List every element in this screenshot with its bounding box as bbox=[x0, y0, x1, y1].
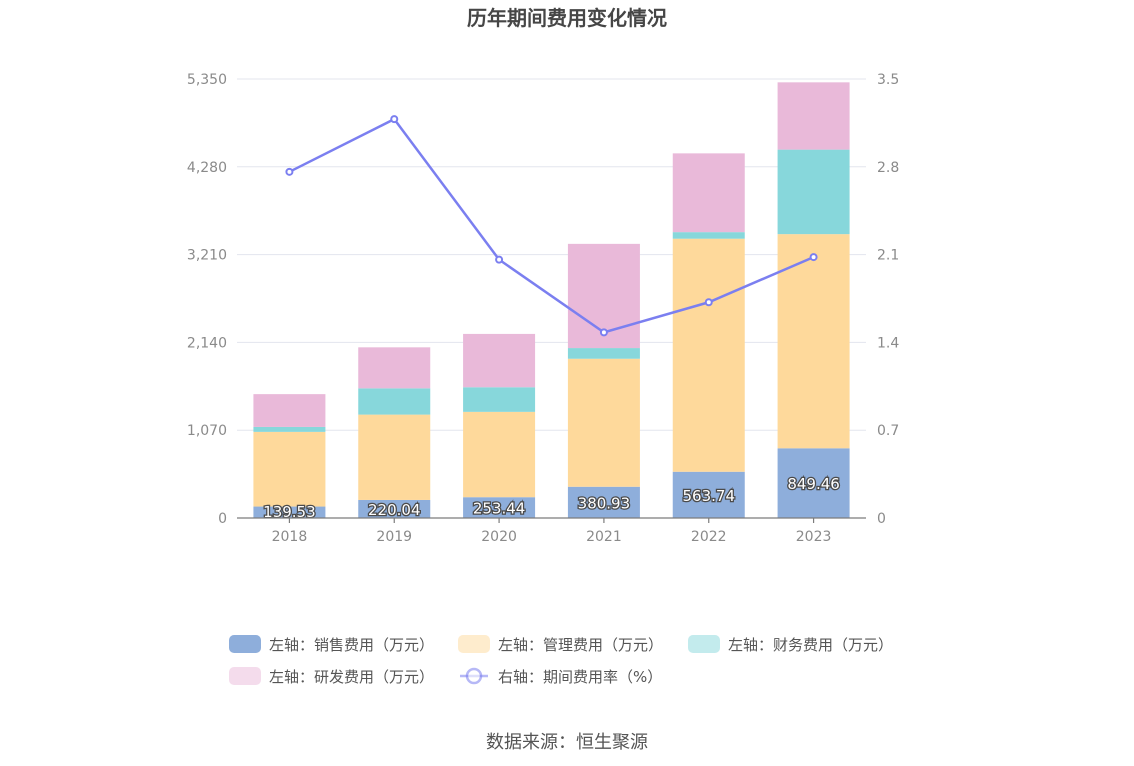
x-axis-tick-label: 2019 bbox=[376, 529, 412, 545]
bar bbox=[567, 486, 640, 518]
legend-swatch bbox=[229, 667, 261, 685]
data-label: 849.46 bbox=[787, 475, 840, 493]
left-axis-tick-label: 3,210 bbox=[187, 248, 227, 264]
rate-point bbox=[285, 167, 294, 176]
bar bbox=[777, 149, 850, 235]
bar bbox=[463, 497, 536, 518]
bar-series bbox=[253, 82, 850, 518]
legend: 左轴：销售费用（万元） 左轴：管理费用（万元） 左轴：财务费用（万元） 左轴：研发费用… bbox=[229, 635, 893, 686]
left-axis-tick-label: 0 bbox=[218, 511, 227, 527]
line-series bbox=[285, 115, 818, 337]
right-axis-tick-label: 1.4 bbox=[877, 335, 899, 351]
right-axis-tick-label: 2.8 bbox=[877, 160, 899, 176]
bar bbox=[463, 333, 536, 388]
bar bbox=[253, 506, 326, 518]
bar bbox=[358, 499, 431, 518]
legend-label: 左轴：研发费用（万元） bbox=[269, 668, 434, 686]
rate-line bbox=[288, 117, 815, 334]
bar bbox=[253, 394, 326, 427]
bar bbox=[358, 347, 431, 389]
legend-circle-icon bbox=[465, 667, 483, 685]
legend-label: 左轴：管理费用（万元） bbox=[498, 636, 663, 654]
legend-label: 左轴：销售费用（万元） bbox=[269, 636, 434, 654]
legend-swatch bbox=[458, 635, 490, 653]
legend-swatch bbox=[688, 635, 720, 653]
source-note: 数据来源：恒生聚源 bbox=[486, 732, 648, 753]
x-axis-tick-label: 2021 bbox=[586, 529, 622, 545]
right-axis-tick-label: 0.7 bbox=[877, 423, 899, 439]
left-axis-tick-label: 4,280 bbox=[187, 160, 227, 176]
data-label: 139.53 bbox=[263, 503, 316, 521]
bar bbox=[777, 234, 850, 449]
legend-label: 左轴：财务费用（万元） bbox=[728, 636, 893, 654]
rate-point bbox=[704, 298, 713, 307]
bar bbox=[253, 431, 326, 507]
bar bbox=[463, 387, 536, 412]
bar bbox=[253, 426, 326, 432]
bar bbox=[358, 414, 431, 500]
left-axis-tick-label: 1,070 bbox=[187, 423, 227, 439]
grid-lines bbox=[237, 78, 866, 431]
chart-title: 历年期间费用变化情况 bbox=[467, 6, 667, 30]
rate-point bbox=[390, 115, 399, 124]
legend-swatch bbox=[229, 635, 261, 653]
axes: 0 0 1,070 0.7 2,140 1.4 3,210 2.1 4,280 2.8 5,350 3… bbox=[187, 72, 899, 545]
bar bbox=[777, 448, 850, 518]
bar bbox=[567, 348, 640, 359]
data-label: 220.04 bbox=[368, 501, 421, 519]
right-axis-tick-label: 2.1 bbox=[877, 248, 899, 264]
bar bbox=[672, 238, 745, 472]
x-axis-tick-label: 2018 bbox=[272, 529, 308, 545]
left-axis-tick-label: 2,140 bbox=[187, 335, 227, 351]
bar bbox=[358, 388, 431, 415]
right-axis-tick-label: 3.5 bbox=[877, 72, 899, 88]
bar bbox=[672, 153, 745, 233]
data-label: 563.74 bbox=[683, 487, 736, 505]
data-label: 253.44 bbox=[473, 500, 526, 518]
rate-point bbox=[495, 255, 504, 264]
bar bbox=[567, 358, 640, 487]
left-axis-tick-label: 5,350 bbox=[187, 72, 227, 88]
rate-point bbox=[809, 253, 818, 262]
bar bbox=[463, 411, 536, 498]
data-label: 380.93 bbox=[578, 494, 631, 512]
data-labels: 139.53 220.04 253.44 380.93 563.74 849.46 bbox=[262, 474, 841, 522]
x-axis-tick-label: 2022 bbox=[691, 529, 727, 545]
rate-point bbox=[599, 328, 608, 337]
bar bbox=[672, 471, 745, 518]
bar bbox=[777, 82, 850, 150]
x-axis-tick-label: 2023 bbox=[796, 529, 832, 545]
legend-label: 右轴：期间费用率（%） bbox=[498, 668, 662, 686]
bar bbox=[672, 232, 745, 239]
x-axis-tick-label: 2020 bbox=[481, 529, 517, 545]
right-axis-tick-label: 0 bbox=[877, 511, 886, 527]
